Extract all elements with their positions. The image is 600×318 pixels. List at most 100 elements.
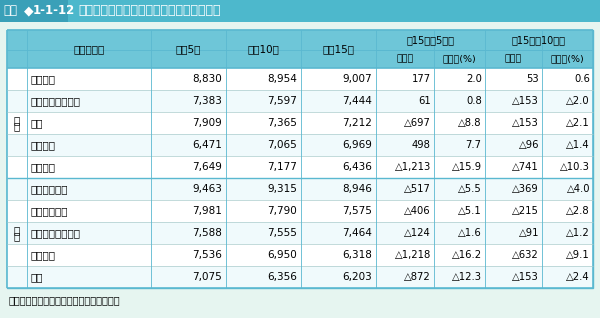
Text: ソフトテニス: ソフトテニス bbox=[31, 206, 68, 216]
Text: 7,981: 7,981 bbox=[192, 206, 222, 216]
Text: バスケットボール: バスケットボール bbox=[31, 228, 81, 238]
Text: △5.1: △5.1 bbox=[458, 206, 482, 216]
Bar bbox=[7, 178, 593, 200]
Text: 7,555: 7,555 bbox=[267, 228, 297, 238]
Text: 6,969: 6,969 bbox=[343, 140, 372, 150]
Text: 7,909: 7,909 bbox=[192, 118, 222, 128]
Bar bbox=[7, 156, 593, 178]
Text: 7,575: 7,575 bbox=[343, 206, 372, 216]
Text: 7,464: 7,464 bbox=[343, 228, 372, 238]
Text: 男: 男 bbox=[14, 115, 20, 125]
Text: 498: 498 bbox=[412, 140, 431, 150]
Text: 増減数: 増減数 bbox=[397, 54, 413, 64]
Text: 7,444: 7,444 bbox=[343, 96, 372, 106]
Bar bbox=[7, 222, 593, 244]
Text: △215: △215 bbox=[512, 206, 539, 216]
Text: △872: △872 bbox=[404, 272, 431, 282]
Text: 9,463: 9,463 bbox=[192, 184, 222, 194]
Text: 61: 61 bbox=[418, 96, 431, 106]
Text: △15.9: △15.9 bbox=[452, 162, 482, 172]
Text: △1,218: △1,218 bbox=[395, 250, 431, 260]
Text: △124: △124 bbox=[404, 228, 431, 238]
Text: 7,588: 7,588 bbox=[192, 228, 222, 238]
Text: △1,213: △1,213 bbox=[395, 162, 431, 172]
Text: 7,365: 7,365 bbox=[267, 118, 297, 128]
Text: （15年－5年）: （15年－5年） bbox=[406, 35, 454, 45]
Bar bbox=[7, 68, 593, 90]
Text: 増減率(%): 増減率(%) bbox=[551, 54, 584, 64]
Text: 7,177: 7,177 bbox=[267, 162, 297, 172]
Text: ◆: ◆ bbox=[24, 4, 34, 17]
Bar bbox=[7, 30, 593, 288]
Text: 7,075: 7,075 bbox=[192, 272, 222, 282]
Text: △632: △632 bbox=[512, 250, 539, 260]
Text: △2.1: △2.1 bbox=[566, 118, 590, 128]
Text: 女: 女 bbox=[14, 225, 20, 235]
Text: サッカー: サッカー bbox=[31, 140, 56, 150]
Bar bbox=[7, 266, 593, 288]
Text: △16.2: △16.2 bbox=[452, 250, 482, 260]
Text: 7,597: 7,597 bbox=[267, 96, 297, 106]
Text: 9,007: 9,007 bbox=[343, 74, 372, 84]
Text: 6,436: 6,436 bbox=[343, 162, 372, 172]
Text: 7.7: 7.7 bbox=[466, 140, 482, 150]
Text: 0.8: 0.8 bbox=[466, 96, 482, 106]
Text: 7,536: 7,536 bbox=[192, 250, 222, 260]
Text: 平成15年: 平成15年 bbox=[323, 44, 355, 54]
Text: 卓球: 卓球 bbox=[31, 118, 43, 128]
Text: バレーボール: バレーボール bbox=[31, 184, 68, 194]
Text: △5.5: △5.5 bbox=[458, 184, 482, 194]
Text: 8,830: 8,830 bbox=[192, 74, 222, 84]
Text: 6,318: 6,318 bbox=[343, 250, 372, 260]
Text: △153: △153 bbox=[512, 272, 539, 282]
Text: △517: △517 bbox=[404, 184, 431, 194]
Text: 6,950: 6,950 bbox=[268, 250, 297, 260]
Text: △96: △96 bbox=[518, 140, 539, 150]
Text: △1.6: △1.6 bbox=[458, 228, 482, 238]
Text: 2.0: 2.0 bbox=[466, 74, 482, 84]
Text: △153: △153 bbox=[512, 118, 539, 128]
Text: 子: 子 bbox=[14, 121, 20, 131]
Text: △2.0: △2.0 bbox=[566, 96, 590, 106]
Bar bbox=[7, 30, 593, 68]
Text: △406: △406 bbox=[404, 206, 431, 216]
Text: 平成5年: 平成5年 bbox=[176, 44, 201, 54]
Text: 6,471: 6,471 bbox=[192, 140, 222, 150]
Text: 陸上競技: 陸上競技 bbox=[31, 162, 56, 172]
Text: 中学校における主な競技別運動部数の推移: 中学校における主な競技別運動部数の推移 bbox=[78, 4, 221, 17]
Text: △8.8: △8.8 bbox=[458, 118, 482, 128]
Text: 7,383: 7,383 bbox=[192, 96, 222, 106]
Text: △153: △153 bbox=[512, 96, 539, 106]
Text: 8,954: 8,954 bbox=[267, 74, 297, 84]
Text: 7,790: 7,790 bbox=[268, 206, 297, 216]
Text: （資料）　（財）日本中学校体育連盟調べ: （資料） （財）日本中学校体育連盟調べ bbox=[9, 295, 121, 305]
Text: △12.3: △12.3 bbox=[452, 272, 482, 282]
Text: 53: 53 bbox=[527, 74, 539, 84]
Text: 0.6: 0.6 bbox=[574, 74, 590, 84]
Text: △741: △741 bbox=[512, 162, 539, 172]
Text: 7,212: 7,212 bbox=[343, 118, 372, 128]
Text: （15年－10年）: （15年－10年） bbox=[512, 35, 566, 45]
Text: △10.3: △10.3 bbox=[560, 162, 590, 172]
Text: △1.4: △1.4 bbox=[566, 140, 590, 150]
Bar bbox=[0, 0, 600, 22]
Text: 卓球: 卓球 bbox=[31, 272, 43, 282]
Text: △1.2: △1.2 bbox=[566, 228, 590, 238]
Text: 図表: 図表 bbox=[3, 4, 17, 17]
Text: 7,065: 7,065 bbox=[268, 140, 297, 150]
Text: 軟式野球: 軟式野球 bbox=[31, 74, 56, 84]
Text: △9.1: △9.1 bbox=[566, 250, 590, 260]
Text: 8,946: 8,946 bbox=[343, 184, 372, 194]
Bar bbox=[7, 200, 593, 222]
Text: △369: △369 bbox=[512, 184, 539, 194]
Text: 増減数: 増減数 bbox=[505, 54, 522, 64]
Text: バスケットボール: バスケットボール bbox=[31, 96, 81, 106]
Text: 増減率(%): 増減率(%) bbox=[442, 54, 476, 64]
Text: 6,356: 6,356 bbox=[267, 272, 297, 282]
Text: 平成10年: 平成10年 bbox=[248, 44, 280, 54]
Text: △2.4: △2.4 bbox=[566, 272, 590, 282]
Bar bbox=[7, 134, 593, 156]
Bar bbox=[0, 0, 68, 22]
Text: 陸上競技: 陸上競技 bbox=[31, 250, 56, 260]
Text: △4.0: △4.0 bbox=[566, 184, 590, 194]
